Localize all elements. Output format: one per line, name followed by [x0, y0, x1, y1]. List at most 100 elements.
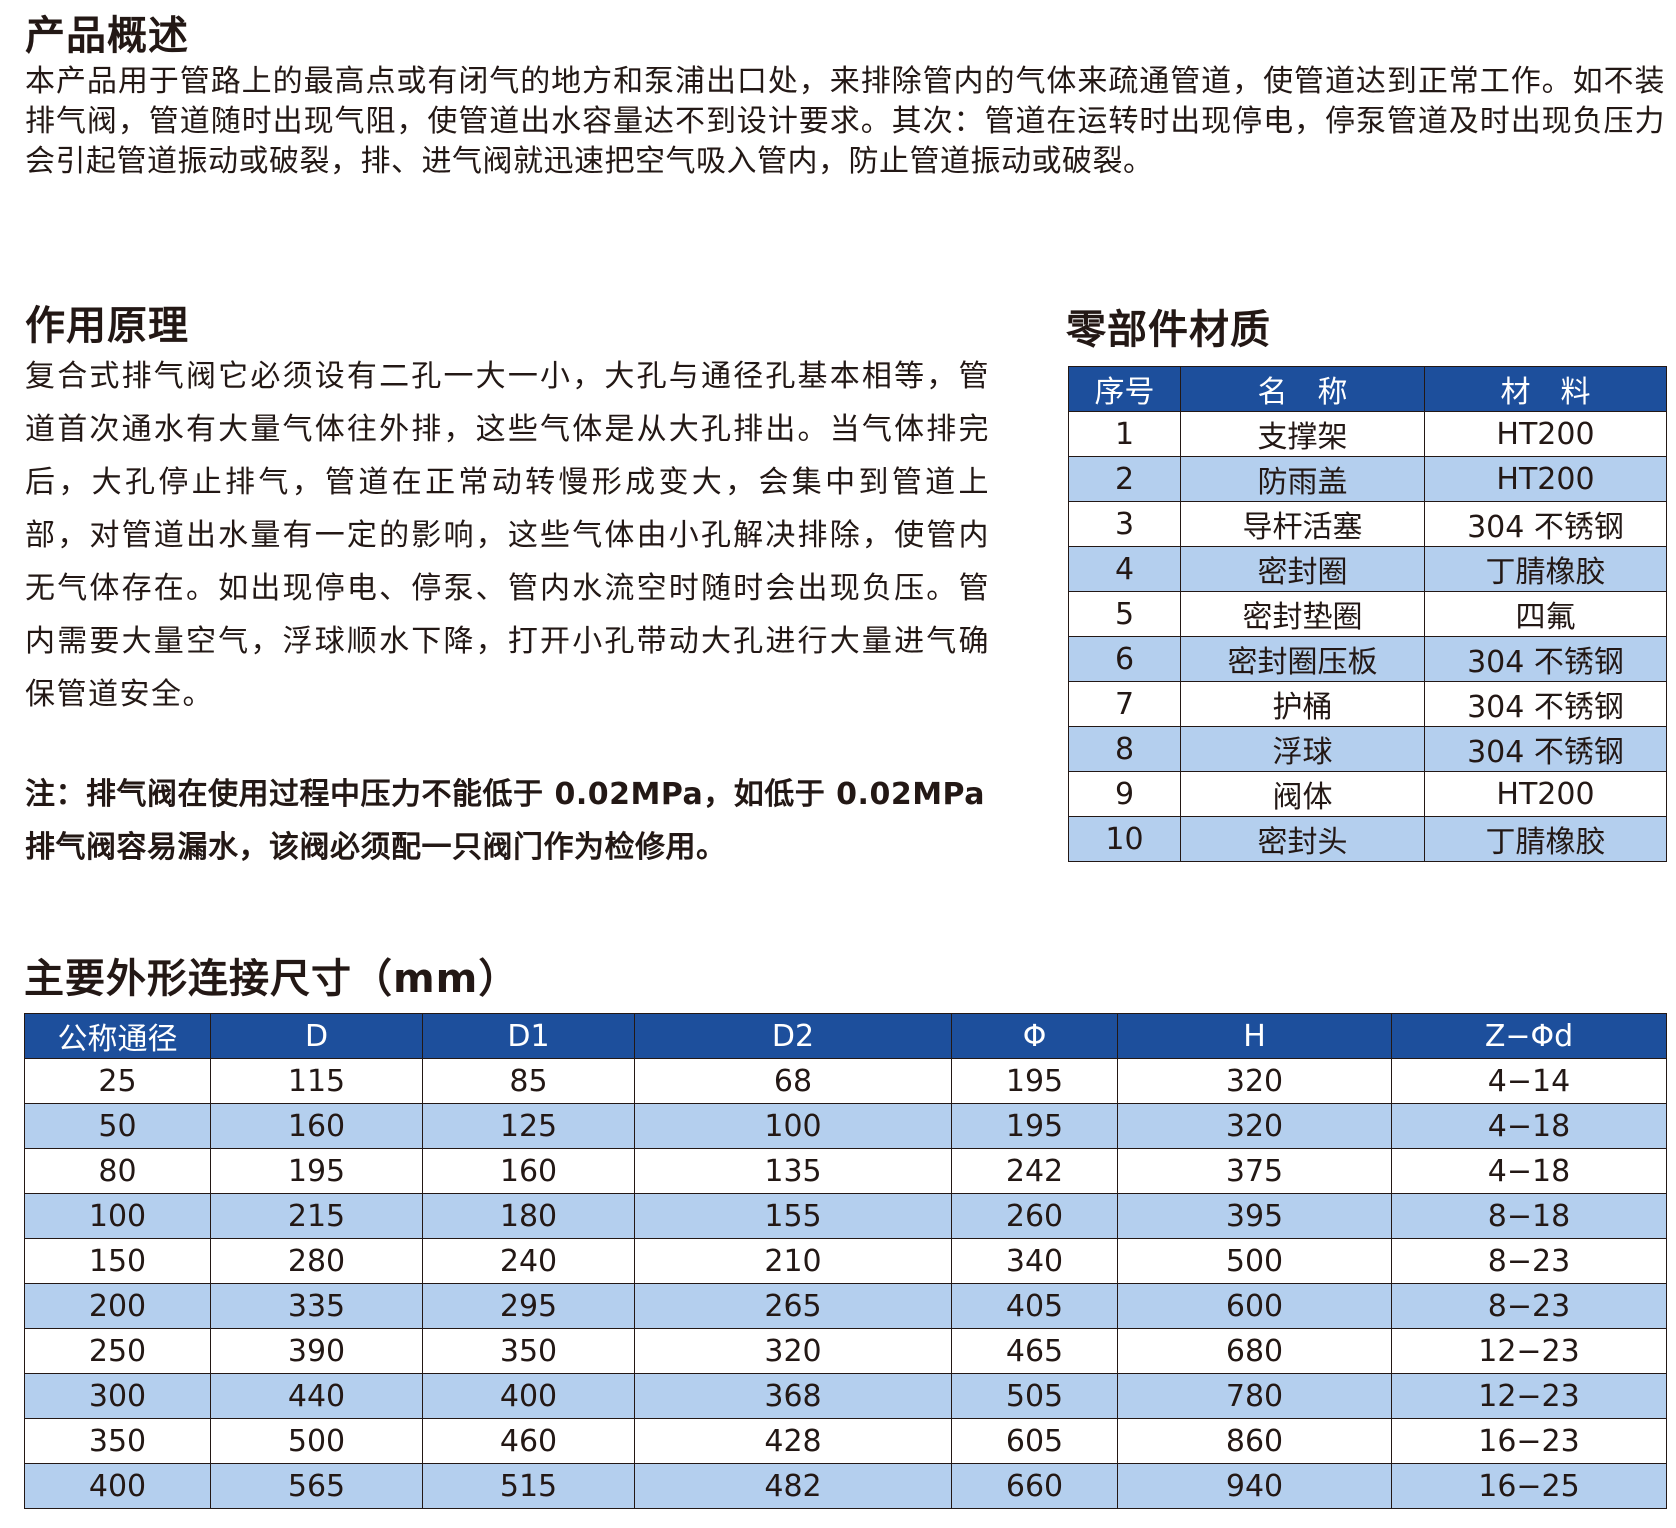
overview-text: 本产品用于管路上的最高点或有闭气的地方和泵浦出口处，来排除管内的气体来疏通管道，…: [25, 64, 1665, 179]
dimensions-row-cell: 605: [951, 1418, 1118, 1464]
dimensions-row-cell: 210: [634, 1238, 952, 1284]
dimensions-row: 25 115 85 68 195 320 4−14: [24, 1058, 1667, 1104]
dimensions-row-cell: 12−23: [1391, 1328, 1667, 1374]
materials-row-cell: 护桶: [1180, 681, 1425, 727]
dimensions-header-cell: Z−Φd: [1391, 1013, 1667, 1059]
materials-header-cell: 序号: [1068, 366, 1181, 412]
dimensions-row-cell: 400: [24, 1463, 211, 1509]
dimensions-row-cell: 260: [951, 1193, 1118, 1239]
dimensions-row-cell: 160: [422, 1148, 635, 1194]
materials-row-cell: 10: [1068, 816, 1181, 862]
dimensions-row-cell: 240: [422, 1238, 635, 1284]
dimensions-row-cell: 395: [1117, 1193, 1392, 1239]
dimensions-row-cell: 280: [210, 1238, 423, 1284]
materials-row: 2 防雨盖 HT200: [1068, 456, 1667, 502]
materials-row-cell: HT200: [1424, 771, 1667, 817]
dimensions-row: 150 280 240 210 340 500 8−23: [24, 1238, 1667, 1284]
dimensions-row-cell: 335: [210, 1283, 423, 1329]
materials-row-cell: 浮球: [1180, 726, 1425, 772]
materials-row-cell: 8: [1068, 726, 1181, 772]
materials-row-cell: 6: [1068, 636, 1181, 682]
dimensions-row-cell: 4−14: [1391, 1058, 1667, 1104]
dimensions-row-cell: 160: [210, 1103, 423, 1149]
dimensions-row-cell: 8−23: [1391, 1283, 1667, 1329]
materials-row-cell: 阀体: [1180, 771, 1425, 817]
dimensions-row-cell: 460: [422, 1418, 635, 1464]
dimensions-row-cell: 680: [1117, 1328, 1392, 1374]
dimensions-row: 200 335 295 265 405 600 8−23: [24, 1283, 1667, 1329]
dimensions-row-cell: 340: [951, 1238, 1118, 1284]
materials-row: 9 阀体 HT200: [1068, 771, 1667, 817]
dimensions-row-cell: 200: [24, 1283, 211, 1329]
dimensions-row-cell: 405: [951, 1283, 1118, 1329]
materials-row-cell: 1: [1068, 411, 1181, 457]
dimensions-row-cell: 440: [210, 1373, 423, 1419]
materials-header-row: 序号 名 称 材 料: [1068, 366, 1667, 412]
dimensions-row-cell: 368: [634, 1373, 952, 1419]
overview-title: 产品概述: [25, 13, 189, 59]
dimensions-row: 300 440 400 368 505 780 12−23: [24, 1373, 1667, 1419]
materials-row: 7 护桶 304 不锈钢: [1068, 681, 1667, 727]
materials-row-cell: 304 不锈钢: [1424, 681, 1667, 727]
materials-row-cell: 304 不锈钢: [1424, 636, 1667, 682]
dimensions-row-cell: 515: [422, 1463, 635, 1509]
dimensions-row: 100 215 180 155 260 395 8−18: [24, 1193, 1667, 1239]
dimensions-row-cell: 320: [1117, 1103, 1392, 1149]
dimensions-row-cell: 505: [951, 1373, 1118, 1419]
dimensions-row-cell: 465: [951, 1328, 1118, 1374]
principle-title: 作用原理: [25, 303, 189, 349]
dimensions-row-cell: 135: [634, 1148, 952, 1194]
dimensions-row-cell: 860: [1117, 1418, 1392, 1464]
materials-row-cell: 5: [1068, 591, 1181, 637]
dimensions-row-cell: 265: [634, 1283, 952, 1329]
dimensions-row-cell: 350: [24, 1418, 211, 1464]
dimensions-row-cell: 780: [1117, 1373, 1392, 1419]
dimensions-row-cell: 155: [634, 1193, 952, 1239]
dimensions-header-row: 公称通径 D D1 D2 Φ H Z−Φd: [24, 1013, 1667, 1059]
dimensions-row-cell: 482: [634, 1463, 952, 1509]
dimensions-row-cell: 215: [210, 1193, 423, 1239]
dimensions-row-cell: 68: [634, 1058, 952, 1104]
dimensions-row-cell: 100: [24, 1193, 211, 1239]
dimensions-row-cell: 320: [1117, 1058, 1392, 1104]
dimensions-row: 250 390 350 320 465 680 12−23: [24, 1328, 1667, 1374]
dimensions-row-cell: 180: [422, 1193, 635, 1239]
materials-row-cell: 密封圈压板: [1180, 636, 1425, 682]
dimensions-header-cell: D: [210, 1013, 423, 1059]
dimensions-row-cell: 390: [210, 1328, 423, 1374]
dimensions-row-cell: 295: [422, 1283, 635, 1329]
dimensions-row-cell: 12−23: [1391, 1373, 1667, 1419]
dimensions-row: 50 160 125 100 195 320 4−18: [24, 1103, 1667, 1149]
dimensions-row-cell: 195: [951, 1103, 1118, 1149]
dimensions-row-cell: 8−23: [1391, 1238, 1667, 1284]
materials-table: 序号 名 称 材 料 1 支撑架 HT200 2 防雨盖 HT200 3 导杆活塞 304 不锈…: [1068, 366, 1667, 862]
dimensions-row-cell: 350: [422, 1328, 635, 1374]
materials-row-cell: HT200: [1424, 456, 1667, 502]
materials-header-cell: 名 称: [1180, 366, 1425, 412]
materials-row: 5 密封垫圈 四氟: [1068, 591, 1667, 637]
dimensions-row: 350 500 460 428 605 860 16−23: [24, 1418, 1667, 1464]
dimensions-row-cell: 242: [951, 1148, 1118, 1194]
dimensions-row-cell: 250: [24, 1328, 211, 1374]
dimensions-row-cell: 150: [24, 1238, 211, 1284]
dimensions-header-cell: Φ: [951, 1013, 1118, 1059]
materials-row: 4 密封圈 丁腈橡胶: [1068, 546, 1667, 592]
materials-row: 8 浮球 304 不锈钢: [1068, 726, 1667, 772]
materials-row: 10 密封头 丁腈橡胶: [1068, 816, 1667, 862]
dimensions-row-cell: 375: [1117, 1148, 1392, 1194]
dimensions-header-cell: D2: [634, 1013, 952, 1059]
dimensions-row-cell: 320: [634, 1328, 952, 1374]
dimensions-row-cell: 50: [24, 1103, 211, 1149]
dimensions-row-cell: 115: [210, 1058, 423, 1104]
dimensions-row: 80 195 160 135 242 375 4−18: [24, 1148, 1667, 1194]
dimensions-row-cell: 4−18: [1391, 1103, 1667, 1149]
materials-row-cell: 密封头: [1180, 816, 1425, 862]
dimensions-row-cell: 100: [634, 1103, 952, 1149]
dimensions-row-cell: 500: [210, 1418, 423, 1464]
materials-row: 6 密封圈压板 304 不锈钢: [1068, 636, 1667, 682]
dimensions-row-cell: 195: [210, 1148, 423, 1194]
dimensions-row-cell: 4−18: [1391, 1148, 1667, 1194]
materials-row-cell: 丁腈橡胶: [1424, 546, 1667, 592]
dimensions-row-cell: 80: [24, 1148, 211, 1194]
materials-title: 零部件材质: [1066, 307, 1271, 353]
